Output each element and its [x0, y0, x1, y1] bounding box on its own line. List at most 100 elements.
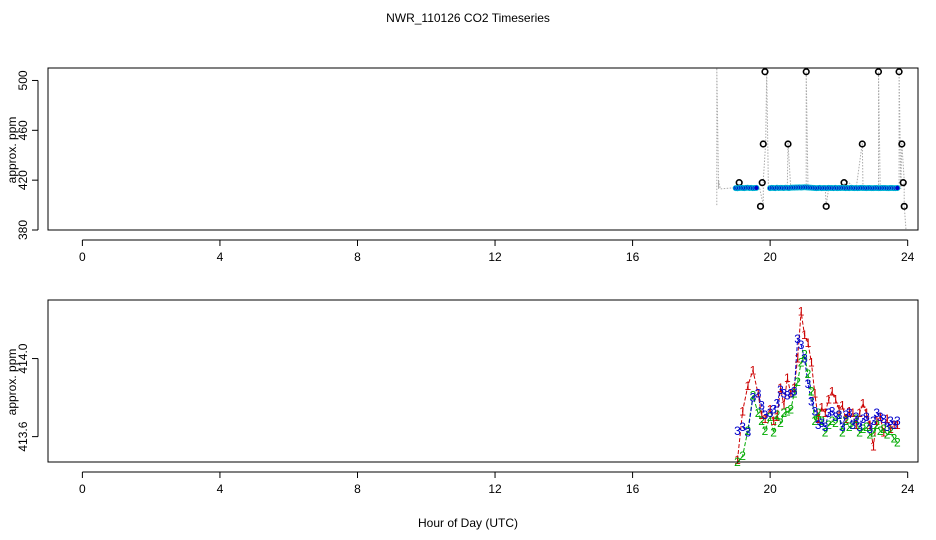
series-1-point-label: 1 [839, 398, 846, 412]
series-3-point-label: 3 [744, 426, 751, 440]
outlier-point [784, 140, 792, 148]
series-2-point-label: 2 [758, 414, 765, 428]
series-3-point-label: 3 [822, 420, 829, 434]
outlier-point [900, 202, 908, 210]
series-1-point-label: 1 [884, 412, 891, 426]
series-3-point-label: 3 [846, 406, 853, 420]
series-1-point-label: 1 [784, 371, 791, 385]
outlier-point [822, 202, 830, 210]
series-2-point-label: 2 [791, 387, 798, 401]
series-1-point-label: 1 [767, 402, 774, 416]
series-3-point-label: 3 [794, 332, 801, 346]
series-3-point-label: 3 [811, 404, 818, 418]
series-2-point-label: 2 [894, 435, 901, 449]
series-2-point-label: 2 [744, 424, 751, 438]
bottom-panel: 1111111111111111111111111111111111111111… [5, 299, 919, 496]
series-3-point-label: 3 [856, 420, 863, 434]
series-2-point-label: 2 [798, 355, 805, 369]
series-1-point-label: 1 [801, 328, 808, 342]
series-1-point-label: 1 [791, 381, 798, 395]
series-2-point-label: 2 [774, 408, 781, 422]
series-1-point-label: 1 [856, 406, 863, 420]
series-2-point-label: 2 [873, 418, 880, 432]
top-y-axis: 380 420 460 500 [16, 70, 39, 240]
series-1-line [737, 311, 898, 461]
series-1-point-label: 1 [825, 393, 832, 407]
series-3-point-label: 3 [825, 406, 832, 420]
top-y-tick-label: 460 [16, 120, 30, 140]
series-3-point-label: 3 [839, 420, 846, 434]
top-x-axis: 0 4 8 12 16 20 24 [79, 239, 915, 264]
series-1-point-label: 1 [829, 385, 836, 399]
series-2-point-label: 2 [880, 422, 887, 436]
outlier-point [756, 202, 765, 210]
bottom-x-tick-label: 8 [354, 482, 361, 496]
series-1-point-label: 1 [777, 381, 784, 395]
series-3-point-label: 3 [805, 377, 812, 391]
raw-trace-line [716, 67, 907, 231]
top-raw-trace-layer [716, 67, 907, 231]
series-1-point-label: 1 [758, 408, 765, 422]
series-1-point-label: 1 [781, 398, 788, 412]
top-x-tick-label: 8 [354, 250, 361, 264]
series-2-point-label: 2 [877, 424, 884, 438]
top-x-tick-label: 4 [217, 250, 224, 264]
outlier-point [840, 179, 848, 187]
bottom-y-tick-label: 414.0 [16, 343, 30, 373]
series-2-point-label: 2 [815, 406, 822, 420]
series-3-point-label: 3 [853, 410, 860, 424]
series-2-point-label: 2 [767, 410, 774, 424]
series-1-point-label: 1 [849, 406, 856, 420]
series-3-point-label: 3 [884, 420, 891, 434]
top-plot-frame [47, 67, 919, 231]
series-1-point-label: 1 [863, 406, 870, 420]
series-1-point-label: 1 [734, 453, 741, 467]
series-1-point-label: 1 [836, 402, 843, 416]
series-3-point-label: 3 [739, 420, 746, 434]
outlier-point [898, 140, 906, 148]
series-2-point-label: 2 [825, 418, 832, 432]
series-1-point-label: 1 [750, 363, 757, 377]
x-axis-label: Hour of Day (UTC) [418, 516, 518, 530]
series-1-point-label: 1 [770, 414, 777, 428]
series-1-point-label: 1 [887, 422, 894, 436]
series-3-line [737, 337, 898, 434]
top-x-tick-label: 24 [901, 250, 915, 264]
series-1-point-label: 1 [822, 406, 829, 420]
series-1-point-label: 1 [805, 336, 812, 350]
series-3-point-label: 3 [734, 424, 741, 438]
series-3-point-label: 3 [836, 408, 843, 422]
series-1-point-label: 1 [808, 355, 815, 369]
series-1-point-label: 1 [873, 414, 880, 428]
series-3-point-label: 3 [755, 387, 762, 401]
series-3-point-label: 3 [791, 385, 798, 399]
series-3-point-label: 3 [867, 422, 874, 436]
series-1-point-label: 1 [842, 412, 849, 426]
top-x-tick-label: 12 [488, 250, 502, 264]
series-2-point-label: 2 [856, 426, 863, 440]
outlier-point [735, 179, 743, 187]
series-3-point-label: 3 [781, 387, 788, 401]
series-2-point-label: 2 [805, 367, 812, 381]
bottom-x-tick-label: 12 [488, 482, 502, 496]
series-3-point-label: 3 [758, 398, 765, 412]
series-1-point-label: 1 [774, 410, 781, 424]
top-mean-layer [732, 184, 901, 192]
series-1-point-label: 1 [787, 387, 794, 401]
top-x-tick-label: 0 [79, 250, 86, 264]
top-x-tick-label: 16 [626, 250, 640, 264]
series-1-point-label: 1 [877, 410, 884, 424]
series-3-point-label: 3 [774, 396, 781, 410]
series-2-point-label: 2 [832, 416, 839, 430]
series-3-point-label: 3 [832, 410, 839, 424]
bottom-y-tick-label: 413.6 [16, 421, 30, 451]
series-1-point-label: 1 [846, 404, 853, 418]
series-2-point-label: 2 [787, 402, 794, 416]
chart-title: NWR_110126 CO2 Timeseries [386, 11, 550, 25]
bottom-x-axis: 0 4 8 12 16 20 24 [79, 471, 915, 496]
series-2-point-label: 2 [884, 428, 891, 442]
series-3-point-label: 3 [750, 391, 757, 405]
series-2-point-label: 2 [781, 406, 788, 420]
top-y-tick-label: 380 [16, 220, 30, 240]
